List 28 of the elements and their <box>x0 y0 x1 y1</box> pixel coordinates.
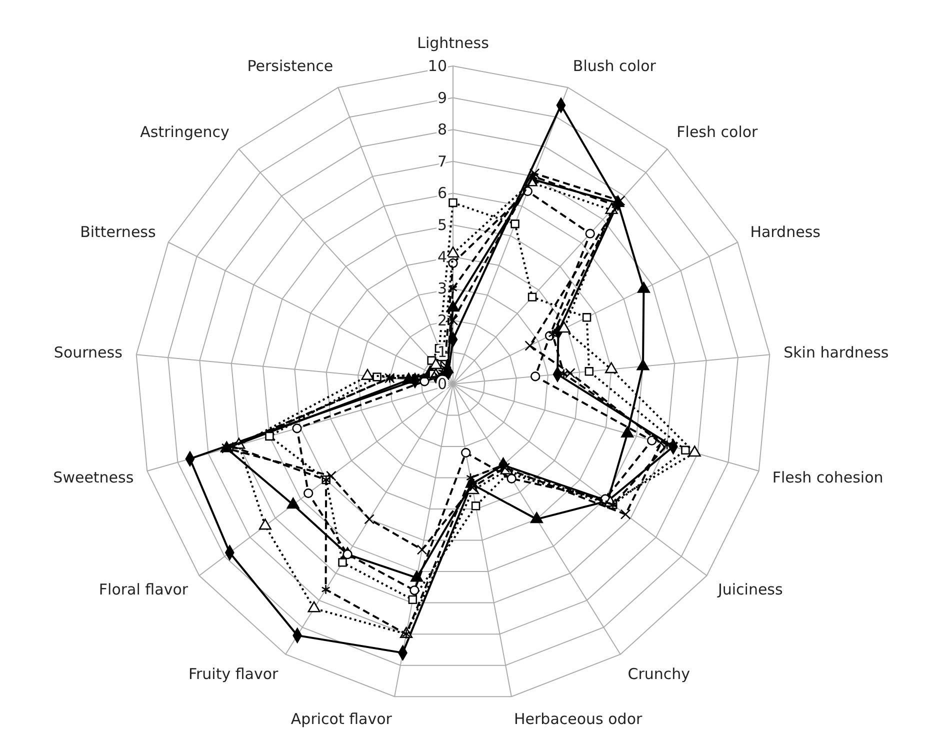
spoke-label: Apricot flavor <box>290 710 393 728</box>
spoke-label: Hardness <box>750 223 821 242</box>
spoke-label: Blush color <box>572 57 657 76</box>
spoke-label: Sweetness <box>53 468 134 486</box>
y-tick-label: 1 <box>437 343 447 362</box>
y-tick-label: 7 <box>437 152 447 170</box>
y-tick-label: 2 <box>437 311 447 330</box>
spoke-label: Fruity flavor <box>188 664 280 683</box>
y-tick-label: 10 <box>428 57 447 75</box>
spoke-label: Bitterness <box>80 223 156 242</box>
spoke-label: Skin hardness <box>784 344 889 362</box>
spoke-label: Persistence <box>247 57 334 76</box>
spoke-label: Herbaceous odor <box>514 710 644 728</box>
spoke-label: Crunchy <box>628 664 690 683</box>
y-tick-label: 3 <box>437 280 447 298</box>
y-tick-label: 9 <box>437 88 447 107</box>
spoke-label: Flesh cohesion <box>772 468 884 486</box>
y-tick-label: 4 <box>437 248 447 266</box>
spoke-label: Flesh color <box>676 123 759 141</box>
spoke-label: Astringency <box>140 123 230 141</box>
spoke-label: Floral flavor <box>98 580 189 598</box>
spoke-label: Sourness <box>54 344 123 362</box>
spoke-label: Juiciness <box>716 580 784 598</box>
y-tick-label: 5 <box>437 216 447 234</box>
y-tick-label: 0 <box>437 375 447 393</box>
y-tick-label: 6 <box>437 184 447 202</box>
spoke-label: Lightness <box>417 34 490 52</box>
y-tick-label: 8 <box>437 120 447 139</box>
